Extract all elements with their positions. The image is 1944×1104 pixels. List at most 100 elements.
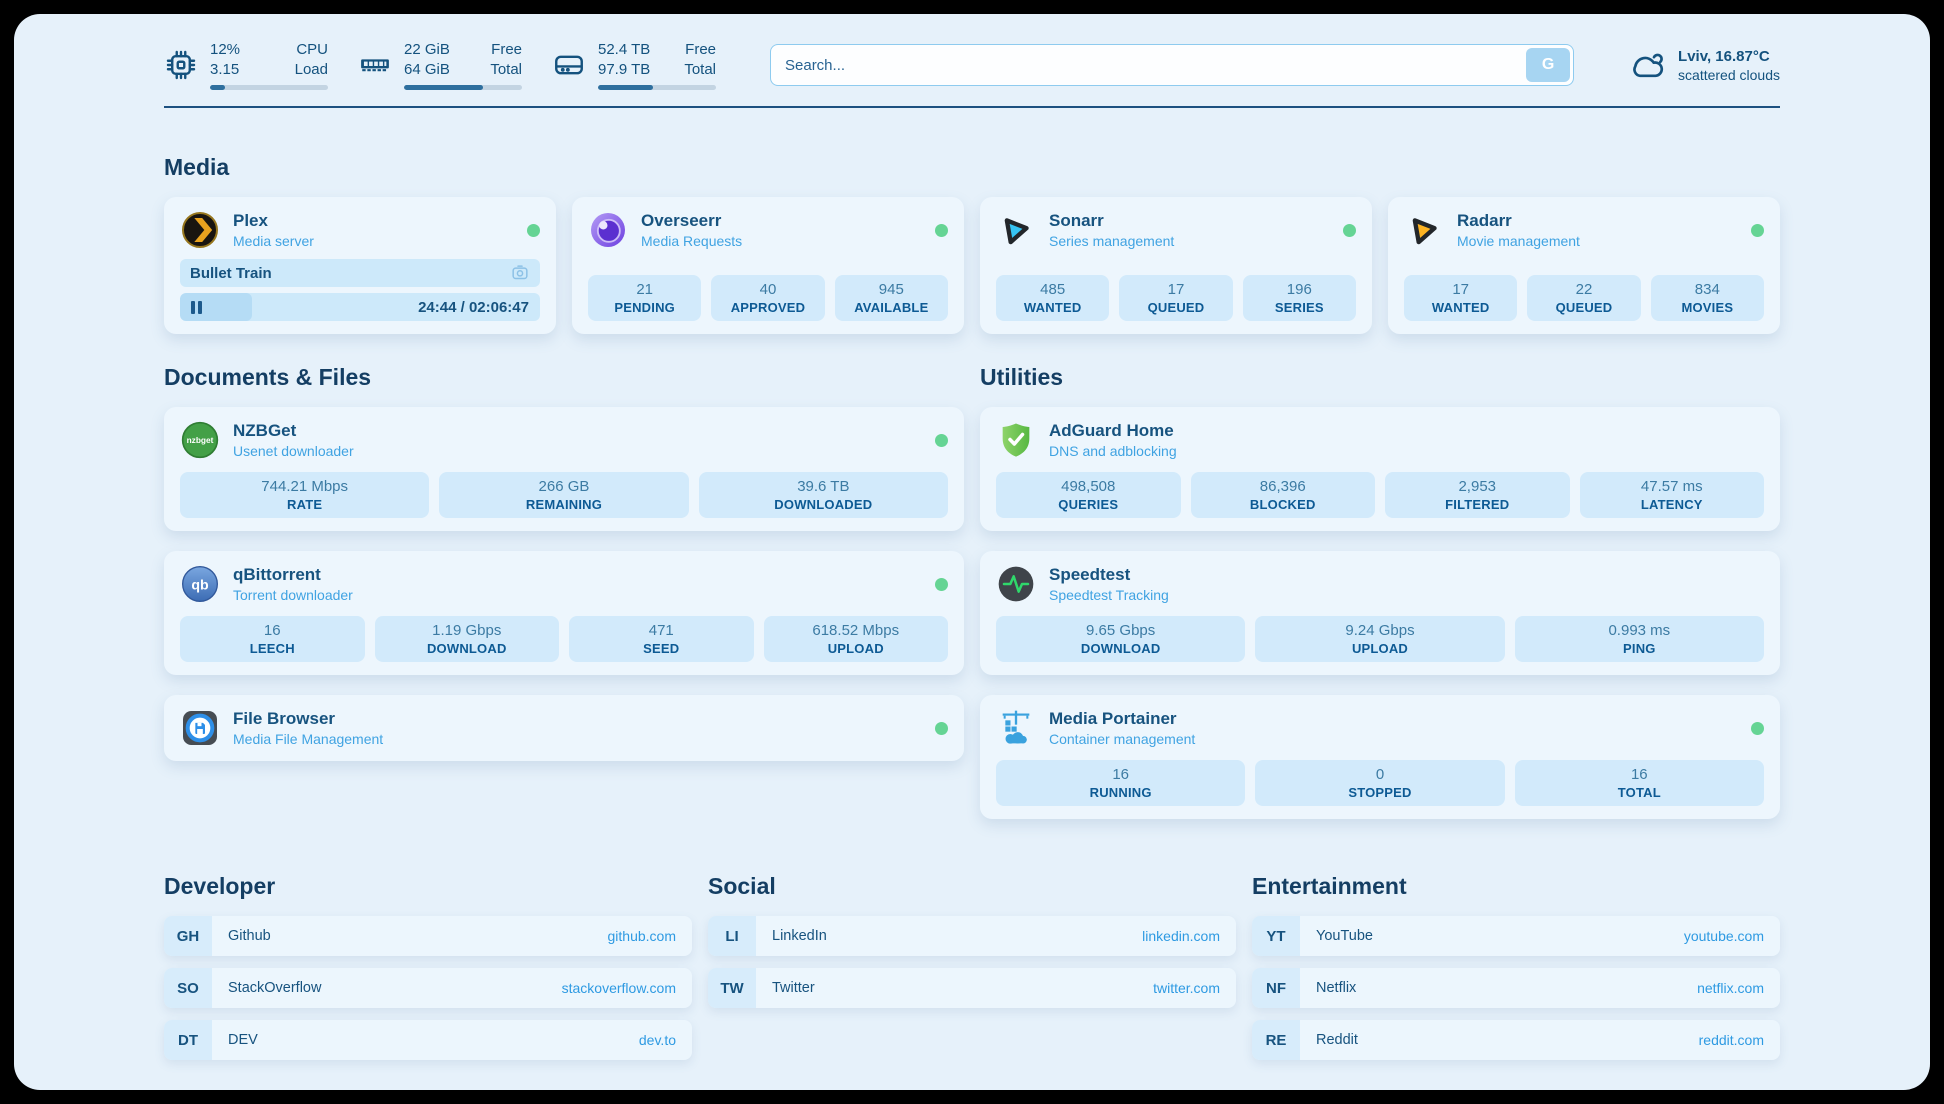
app-subtitle: DNS and adblocking <box>1049 443 1177 460</box>
app-subtitle: Series management <box>1049 233 1175 250</box>
app-name: NZBGet <box>233 420 297 440</box>
stat-value: 266 GB <box>538 478 590 495</box>
bookmark-name: Twitter <box>772 980 815 996</box>
media-grid: Plex Media server Bullet Train <box>164 197 1780 334</box>
weather-condition: scattered clouds <box>1678 66 1780 83</box>
stat-tile: 47.57 ms LATENCY <box>1579 472 1764 518</box>
pause-icon[interactable] <box>191 300 202 314</box>
stat-tile: 266 GB REMAINING <box>439 472 689 518</box>
middle-columns: Documents & Files nzbget NZBGet U <box>164 334 1780 819</box>
stat-label: STOPPED <box>1348 785 1412 800</box>
stat-label: TOTAL <box>1617 785 1661 800</box>
overseerr-icon <box>588 210 628 250</box>
stat-tile: 9.65 Gbps DOWNLOAD <box>996 616 1246 662</box>
stat-label: AVAILABLE <box>854 300 929 315</box>
app-card-qbittorrent[interactable]: qb qBittorrent Torrent downloader 16 LEE… <box>164 551 964 675</box>
stat-label: SERIES <box>1274 300 1324 315</box>
stat-value: 471 <box>648 622 674 639</box>
topbar-divider <box>164 106 1780 108</box>
status-dot <box>935 577 948 591</box>
app-name: Radarr <box>1457 210 1512 230</box>
stat-value: 22 <box>1575 281 1593 298</box>
bookmark-row-github[interactable]: GH Github github.com <box>164 916 692 956</box>
stat-value: 9.65 Gbps <box>1086 622 1156 639</box>
app-subtitle: Media Requests <box>641 233 743 250</box>
disk-widget: 52.4 TB 97.9 TB Free Total <box>552 40 716 90</box>
app-subtitle: Usenet downloader <box>233 443 354 460</box>
cpu-icon <box>164 48 198 82</box>
stat-label: LEECH <box>249 641 295 656</box>
stat-value: 0 <box>1375 766 1385 783</box>
stat-label: BLOCKED <box>1249 497 1316 512</box>
system-widgets: 12% 3.15 CPU Load <box>164 40 716 90</box>
bookmark-row-reddit[interactable]: RE Reddit reddit.com <box>1252 1020 1780 1060</box>
stat-value: 86,396 <box>1259 478 1306 495</box>
nzbget-icon: nzbget <box>180 420 220 460</box>
app-card-filebrowser[interactable]: File Browser Media File Management <box>164 695 964 761</box>
google-search-button[interactable]: G <box>1526 48 1571 82</box>
app-name: Media Portainer <box>1049 708 1177 728</box>
disk-values: 52.4 TB 97.9 TB <box>598 41 651 78</box>
bookmark-row-linkedin[interactable]: LI LinkedIn linkedin.com <box>708 916 1236 956</box>
app-subtitle: Torrent downloader <box>233 587 353 604</box>
bookmark-name: Reddit <box>1316 1032 1358 1048</box>
app-card-overseerr[interactable]: Overseerr Media Requests 21 PENDING 40 A… <box>572 197 964 334</box>
bookmark-badge: TW <box>708 968 756 1008</box>
app-name: Overseerr <box>641 210 722 230</box>
speedtest-icon <box>996 564 1036 604</box>
stat-value: 21 <box>636 281 653 298</box>
stat-value: 9.24 Gbps <box>1345 622 1415 639</box>
section-title-documents: Documents & Files <box>164 364 372 390</box>
search-input[interactable] <box>770 44 1575 86</box>
stat-tile: 618.52 Mbps UPLOAD <box>763 616 948 662</box>
app-card-radarr[interactable]: Radarr Movie management 17 WANTED 22 QUE… <box>1388 197 1780 334</box>
stat-value: 945 <box>878 281 904 298</box>
stat-value: 834 <box>1694 281 1720 298</box>
stat-label: DOWNLOAD <box>426 641 507 656</box>
stat-label: QUERIES <box>1058 497 1119 512</box>
stat-tile: 16 RUNNING <box>996 760 1246 806</box>
status-dot <box>935 433 948 447</box>
stat-label: PING <box>1623 641 1656 656</box>
bookmark-row-stackoverflow[interactable]: SO StackOverflow stackoverflow.com <box>164 968 692 1008</box>
playback-time: 24:44 / 02:06:47 <box>418 298 529 316</box>
stat-tile: 9.24 Gbps UPLOAD <box>1255 616 1505 662</box>
app-subtitle: Movie management <box>1457 233 1580 250</box>
documents-column: Documents & Files nzbget NZBGet U <box>164 334 964 761</box>
app-card-speedtest[interactable]: Speedtest Speedtest Tracking 9.65 Gbps D… <box>980 551 1780 675</box>
bookmark-url: stackoverflow.com <box>561 980 676 996</box>
stat-value: 16 <box>1630 766 1648 783</box>
cpu-progressbar <box>210 85 328 90</box>
app-name: Sonarr <box>1049 210 1104 230</box>
app-card-plex[interactable]: Plex Media server Bullet Train <box>164 197 556 334</box>
bookmark-row-netflix[interactable]: NF Netflix netflix.com <box>1252 968 1780 1008</box>
bookmark-row-twitter[interactable]: TW Twitter twitter.com <box>708 968 1236 1008</box>
bookmark-row-youtube[interactable]: YT YouTube youtube.com <box>1252 916 1780 956</box>
stat-label: SEED <box>643 641 680 656</box>
stat-value: 196 <box>1286 281 1312 298</box>
stat-value: 498,508 <box>1061 478 1116 495</box>
bookmark-row-dev[interactable]: DT DEV dev.to <box>164 1020 692 1060</box>
bookmark-badge: GH <box>164 916 212 956</box>
status-dot <box>935 223 948 237</box>
app-card-adguard[interactable]: AdGuard Home DNS and adblocking 498,508 … <box>980 407 1780 531</box>
stat-value: 17 <box>1452 281 1469 298</box>
stats-row: 744.21 Mbps RATE 266 GB REMAINING 39.6 T… <box>180 460 948 518</box>
cpu-widget: 12% 3.15 CPU Load <box>164 40 328 90</box>
stats-row: 21 PENDING 40 APPROVED 945 AVAILABLE <box>588 263 948 321</box>
app-card-nzbget[interactable]: nzbget NZBGet Usenet downloader 744.21 M… <box>164 407 964 531</box>
stats-row: 16 RUNNING 0 STOPPED 16 TOTAL <box>996 748 1764 806</box>
app-card-sonarr[interactable]: Sonarr Series management 485 WANTED 17 Q… <box>980 197 1372 334</box>
stat-label: UPLOAD <box>1351 641 1409 656</box>
stat-tile: 485 WANTED <box>996 275 1110 321</box>
bookmark-url: netflix.com <box>1697 980 1764 996</box>
plex-icon <box>180 210 220 250</box>
bookmark-url: reddit.com <box>1698 1032 1764 1048</box>
app-card-portainer[interactable]: Media Portainer Container management 16 … <box>980 695 1780 819</box>
bookmark-url: linkedin.com <box>1142 928 1220 944</box>
stat-value: 0.993 ms <box>1608 622 1671 639</box>
bookmark-name: Netflix <box>1316 980 1357 996</box>
bookmark-name: LinkedIn <box>772 928 827 944</box>
ram-progressbar <box>404 85 522 90</box>
bookmark-name: Github <box>228 928 271 944</box>
